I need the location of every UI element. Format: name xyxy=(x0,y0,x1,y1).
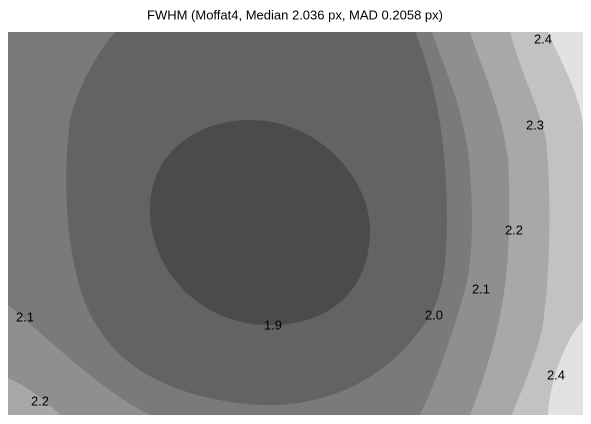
contour-label: 1.9 xyxy=(264,317,282,332)
contour-label: 2.2 xyxy=(31,393,49,408)
contour-label: 2.4 xyxy=(534,31,552,46)
contour-label: 2.3 xyxy=(526,117,544,132)
contour-label: 2.2 xyxy=(505,222,523,237)
contour-label: 2.1 xyxy=(16,309,34,324)
contour-label: 2.4 xyxy=(547,367,565,382)
chart-title: FWHM (Moffat4, Median 2.036 px, MAD 0.20… xyxy=(147,7,443,22)
contour-label: 2.1 xyxy=(472,281,490,296)
contour-label: 2.0 xyxy=(425,307,443,322)
contour-region xyxy=(150,120,370,325)
